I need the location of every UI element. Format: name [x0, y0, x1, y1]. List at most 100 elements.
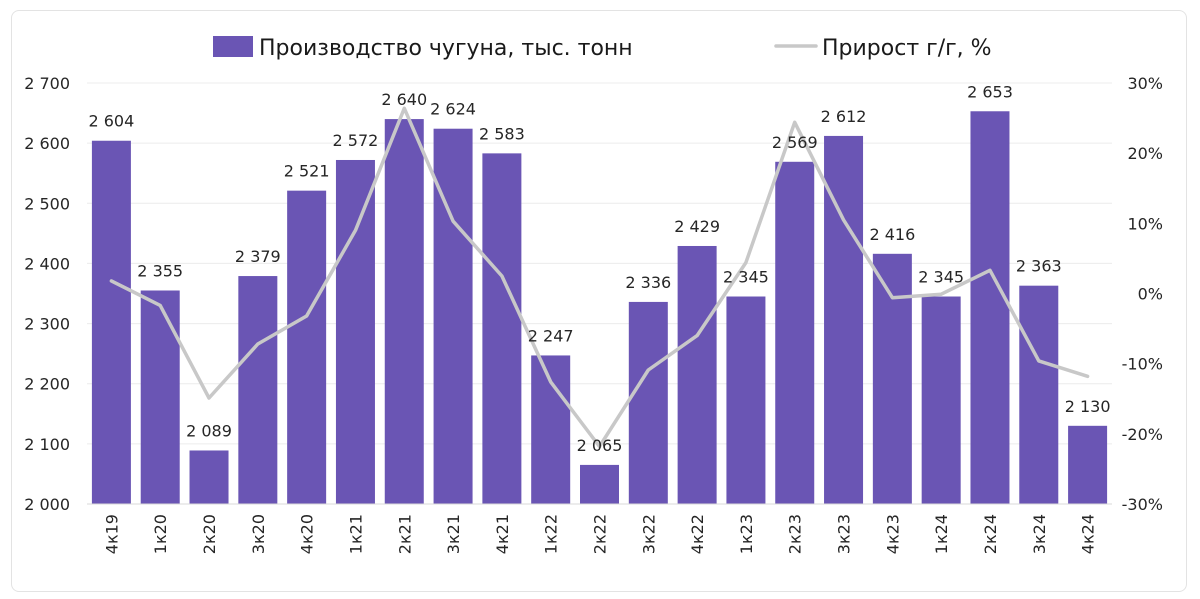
x-tick-label: 1к20	[151, 514, 170, 554]
x-axis: 4к19 1к20 2к20 3к20 4к20 1к21 2к21 3к21 4к21 1к22…	[87, 503, 1112, 554]
x-tick-label: 3к20	[249, 514, 268, 554]
line-point	[306, 315, 308, 317]
bar-data-label: 2 653	[967, 82, 1013, 101]
line-point	[452, 220, 454, 222]
line-point	[599, 445, 600, 447]
bar-data-label: 2 572	[333, 131, 379, 150]
y-right-tick-label: 30%	[1127, 74, 1163, 93]
bar-data-label: 2 065	[577, 436, 623, 455]
line-point	[696, 335, 698, 337]
bar	[628, 301, 668, 504]
x-tick-label: 2к21	[395, 514, 414, 554]
line-point	[940, 293, 942, 295]
bar-data-label: 2 355	[137, 261, 183, 280]
x-tick-label: 2к20	[200, 514, 219, 554]
y-left-tick-label: 2 000	[24, 495, 70, 514]
bar	[775, 161, 815, 504]
y-left-tick-label: 2 200	[24, 375, 70, 394]
line-point	[550, 381, 552, 383]
y-right-tick-label: 20%	[1127, 144, 1163, 163]
x-tick-label: 2к24	[981, 514, 1000, 554]
x-tick-label: 4к22	[688, 514, 707, 554]
bar-series	[91, 111, 1108, 505]
bar-data-label: 2 569	[772, 133, 818, 152]
legend-swatch-bar	[213, 36, 253, 57]
bar	[872, 253, 912, 504]
y-right-tick-label: -30%	[1122, 495, 1163, 514]
line-point	[1038, 360, 1040, 362]
y-left-tick-label: 2 700	[24, 74, 70, 93]
bar-data-label: 2 612	[821, 107, 867, 126]
bar-data-label: 2 521	[284, 162, 330, 181]
x-tick-label: 3к22	[639, 514, 658, 554]
bar-data-label: 2 429	[674, 217, 720, 236]
bar	[1019, 285, 1059, 504]
x-tick-label: 4к19	[102, 514, 121, 554]
legend-label-line: Прирост г/г, %	[822, 36, 992, 61]
x-tick-label: 2к22	[591, 514, 610, 554]
x-tick-label: 4к21	[493, 514, 512, 554]
line-point	[257, 343, 259, 345]
line-series	[109, 106, 1090, 449]
bar	[482, 153, 522, 505]
bar	[335, 159, 375, 505]
bar	[580, 464, 619, 504]
bar-data-label: 2 345	[723, 268, 769, 287]
line-point	[159, 304, 161, 306]
bar	[189, 450, 229, 504]
legend-label-bar: Производство чугуна, тыс. тонн	[259, 36, 633, 61]
line-point	[110, 280, 112, 282]
x-tick-label: 1к24	[932, 514, 951, 554]
bar-data-label: 2 345	[918, 268, 964, 287]
bar-data-label: 2 363	[1016, 257, 1062, 276]
line-point	[843, 219, 845, 221]
bar-data-label: 2 379	[235, 247, 281, 266]
x-tick-label: 1к21	[346, 514, 365, 554]
bar	[921, 296, 961, 504]
bar	[140, 290, 180, 504]
y-left-tick-label: 2 400	[24, 254, 70, 273]
y-axis-right: -30% -20% -10% 0% 10% 20% 30%	[1122, 74, 1163, 514]
x-tick-label: 1к22	[542, 514, 561, 554]
y-axis-left: 2 000 2 100 2 200 2 300 2 400 2 500 2 600 2 700	[24, 74, 70, 514]
bar-data-label: 2 583	[479, 124, 525, 143]
bar-data-label: 2 336	[625, 273, 671, 292]
bar	[384, 119, 424, 504]
bar	[287, 190, 327, 505]
line-point	[403, 107, 405, 109]
bar-data-label: 2 247	[528, 326, 574, 345]
y-left-tick-label: 2 600	[24, 134, 70, 153]
bar-data-label: 2 130	[1065, 397, 1111, 416]
y-right-tick-label: -10%	[1122, 355, 1163, 374]
bar	[726, 296, 766, 504]
x-tick-label: 4к20	[298, 514, 317, 554]
line-point	[354, 229, 356, 231]
x-tick-label: 3к24	[1030, 514, 1049, 554]
y-right-tick-label: 0%	[1138, 285, 1163, 304]
bar	[91, 140, 131, 505]
y-right-tick-label: 10%	[1127, 214, 1163, 233]
legend: Производство чугуна, тыс. тонн Прирост г…	[213, 36, 992, 61]
bar	[970, 111, 1010, 504]
y-left-tick-label: 2 500	[24, 194, 70, 213]
line-point	[989, 269, 991, 271]
bar-data-label: 2 416	[869, 225, 915, 244]
line-point	[745, 262, 747, 264]
x-tick-label: 3к23	[835, 514, 854, 554]
line-point	[647, 369, 649, 371]
x-tick-label: 1к23	[737, 514, 756, 554]
x-tick-label: 2к23	[786, 514, 805, 554]
bar-data-label: 2 089	[186, 421, 232, 440]
bar	[677, 245, 717, 505]
y-left-tick-label: 2 100	[24, 435, 70, 454]
x-tick-label: 4к23	[883, 514, 902, 554]
line-point	[891, 297, 893, 299]
bar-data-label: 2 604	[88, 112, 134, 131]
x-tick-label: 4к24	[1079, 514, 1098, 554]
line-point	[208, 397, 210, 399]
line-point	[794, 121, 796, 123]
bar-data-label: 2 640	[381, 90, 427, 109]
bar-data-label: 2 624	[430, 100, 476, 119]
